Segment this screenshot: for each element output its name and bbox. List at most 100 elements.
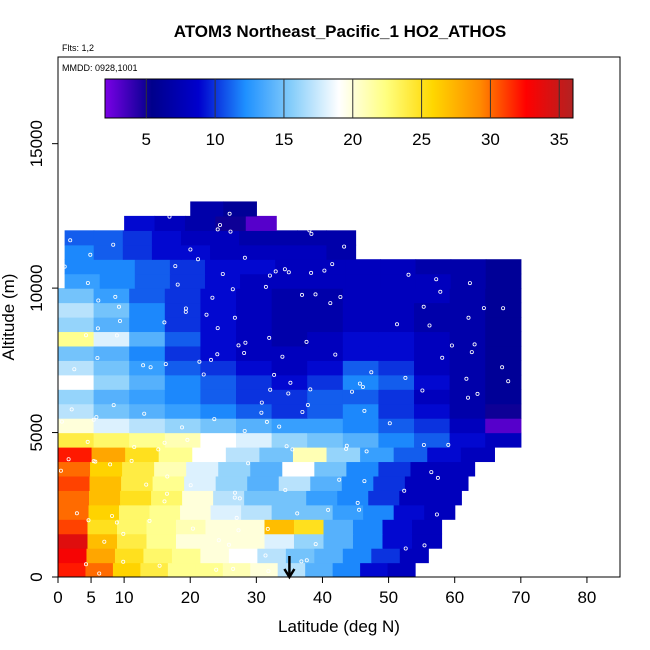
sample-marker [212,417,217,422]
heatmap-cell [485,317,522,333]
heatmap-cell [378,345,415,361]
heatmap-cell [305,562,334,577]
sample-marker [111,403,116,408]
heatmap-cell [264,519,295,535]
sample-marker [304,339,309,344]
sample-marker [438,289,443,294]
sample-marker [259,400,264,405]
heatmap-cell [342,403,380,419]
sample-marker [227,211,232,216]
sample-marker [500,365,505,370]
sample-marker [79,381,84,386]
sample-marker [369,370,374,375]
heatmap-cell [307,432,344,448]
sample-marker [108,462,113,467]
heatmap-layer [58,201,522,577]
sample-marker [446,442,451,447]
heatmap-cell [449,360,486,376]
sample-marker [94,415,99,420]
heatmap-cell [195,562,224,577]
heatmap-cell [414,317,451,333]
heatmap-cell [282,461,315,477]
heatmap-cell [414,389,451,405]
heatmap-cell [58,302,95,318]
heatmap-cell [134,259,171,275]
heatmap-cell [204,259,241,275]
heatmap-cell [342,331,380,347]
sample-marker [464,376,469,381]
heatmap-cell [146,533,177,549]
sample-marker [84,333,89,338]
heatmap-cell [460,447,495,463]
heatmap-cell [410,461,444,477]
sample-marker [259,410,264,415]
heatmap-cell [414,288,451,304]
heatmap-cell [363,504,395,520]
heatmap-cell [399,490,431,506]
heatmap-cell [164,317,202,333]
heatmap-cell [485,288,522,304]
sample-marker [357,507,362,512]
heatmap-cell [352,519,384,535]
heatmap-cell [119,504,151,520]
sample-marker [173,264,178,269]
heatmap-cell [58,447,93,463]
sample-marker [273,269,278,274]
heatmap-cell [129,317,166,333]
heatmap-cell [382,519,413,535]
heatmap-cell [164,360,202,376]
heatmap-cell [200,418,237,434]
heatmap-cell [323,533,354,549]
sample-marker [286,270,291,275]
sample-marker [231,566,236,571]
sample-marker [201,372,206,377]
heatmap-cell [393,504,425,520]
sample-marker [59,419,64,424]
heatmap-cell [122,461,155,477]
heatmap-cell [236,288,273,304]
heatmap-cell [378,418,415,434]
heatmap-cell [210,230,240,246]
heatmap-cell [58,548,88,564]
heatmap-cell [414,374,451,390]
heatmap-cell [247,475,280,491]
y-tick-label: 15000 [27,120,46,167]
heatmap-cell [151,244,182,260]
sample-marker [406,272,411,277]
x-tick-label: 0 [53,588,62,607]
heatmap-cell [264,533,295,549]
heatmap-cell [180,504,212,520]
sample-marker [288,380,293,385]
heatmap-cell [427,447,462,463]
x-tick-label: 50 [379,588,398,607]
colorbar-tick-label: 25 [412,130,431,149]
heatmap-cell [449,418,486,434]
heatmap-cell [414,345,451,361]
heatmap-cell [345,273,382,289]
heatmap-cell [87,519,118,535]
sample-marker [141,363,146,368]
sample-marker [328,301,333,306]
heatmap-cell [169,273,206,289]
sample-marker [85,280,90,285]
heatmap-cell [271,288,308,304]
heatmap-cell [387,562,416,577]
sample-marker [466,315,471,320]
heatmap-cell [58,317,95,333]
heatmap-cell [64,259,101,275]
sample-marker [121,531,126,536]
heatmap-cell [326,447,361,463]
heatmap-cell [450,273,487,289]
heatmap-cell [151,230,182,246]
sample-marker [284,444,289,449]
sample-marker [129,458,134,463]
heatmap-cell [240,273,276,289]
heatmap-cell [378,317,415,333]
heatmap-cell [58,403,95,419]
heatmap-cell [485,389,522,405]
sample-marker [242,350,247,355]
heatmap-cell [449,374,486,390]
sample-marker [394,322,399,327]
heatmap-cell [234,533,266,549]
